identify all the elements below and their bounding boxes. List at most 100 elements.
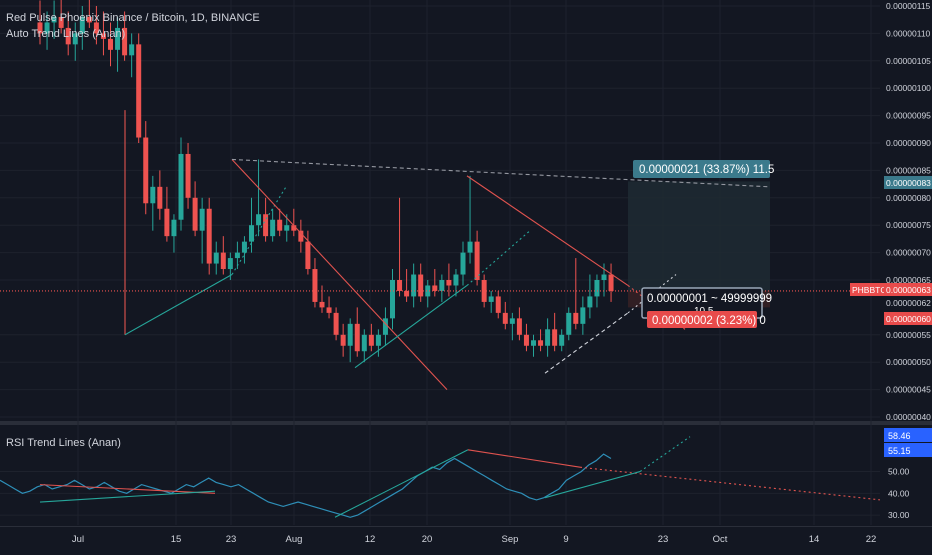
price-tick-label: 0.00000115 bbox=[886, 1, 931, 11]
candle-body bbox=[227, 258, 233, 270]
candle-body bbox=[256, 214, 262, 226]
symbol-title[interactable]: Red Pulse Phoenix Binance / Bitcoin, 1D,… bbox=[6, 12, 260, 24]
candle-body bbox=[312, 269, 318, 302]
candle bbox=[199, 197, 205, 264]
candle bbox=[488, 290, 494, 313]
candle-body bbox=[122, 27, 128, 56]
candle-body bbox=[241, 241, 247, 253]
candle-body bbox=[382, 318, 388, 335]
candle bbox=[157, 170, 163, 220]
rsi-value-label-1: 58.46 bbox=[888, 431, 911, 441]
candle-body bbox=[277, 219, 283, 231]
price-tick-label: 0.00000090 bbox=[886, 138, 931, 148]
candle bbox=[453, 269, 459, 297]
candle-body bbox=[178, 153, 184, 220]
candle bbox=[305, 230, 311, 275]
candle-body bbox=[587, 296, 593, 308]
time-tick-label: 20 bbox=[422, 534, 433, 545]
candle bbox=[291, 208, 297, 237]
candle bbox=[531, 334, 536, 357]
candle bbox=[382, 307, 388, 346]
candle bbox=[206, 197, 212, 275]
candle bbox=[44, 11, 50, 50]
price-tick-label: 0.00000095 bbox=[886, 111, 931, 121]
candle-body bbox=[439, 280, 445, 291]
trendline-major-resistance bbox=[231, 158, 771, 188]
candle bbox=[51, 0, 57, 39]
candle bbox=[192, 181, 198, 237]
candle bbox=[263, 197, 269, 242]
candle-body bbox=[488, 296, 494, 302]
target-label-bg[interactable] bbox=[633, 160, 770, 178]
candle-body bbox=[467, 241, 473, 253]
candle bbox=[37, 0, 43, 45]
time-tick-label: 23 bbox=[658, 534, 669, 545]
rsi-trendline-5 bbox=[544, 471, 641, 499]
price-tick-label: 0.00000040 bbox=[886, 412, 931, 422]
candle-body bbox=[220, 252, 226, 270]
candle bbox=[256, 159, 262, 237]
candle-body bbox=[93, 22, 99, 34]
price-tick-label: 0.00000080 bbox=[886, 193, 931, 203]
candle-body bbox=[446, 280, 452, 286]
rsi-value-label-2: 55.15 bbox=[888, 446, 911, 456]
candle-body bbox=[594, 280, 600, 297]
trendline-resistance-2 bbox=[466, 175, 629, 286]
time-tick-label: Sep bbox=[502, 534, 519, 545]
candle-body bbox=[425, 285, 431, 297]
trendline-resistance-1 bbox=[231, 159, 448, 390]
time-tick-label: 14 bbox=[809, 534, 820, 545]
time-tick-label: Aug bbox=[286, 534, 303, 545]
rsi-indicator-label[interactable]: RSI Trend Lines (Anan) bbox=[6, 437, 121, 449]
candle-body bbox=[559, 334, 565, 346]
rsi-tick-label: 30.00 bbox=[888, 510, 910, 520]
candle bbox=[446, 263, 452, 297]
candle bbox=[481, 274, 487, 308]
candle-body bbox=[136, 44, 142, 138]
candle-body bbox=[601, 274, 607, 280]
time-tick-label: 23 bbox=[226, 534, 237, 545]
candle-body bbox=[531, 340, 536, 346]
rsi-tick-label: 40.00 bbox=[888, 488, 910, 498]
candle bbox=[93, 6, 99, 45]
candle bbox=[164, 186, 170, 242]
stop-label: 0.00000002 (3.23%) 0 bbox=[652, 315, 766, 327]
stop-label-bg[interactable] bbox=[647, 311, 757, 328]
candle-body bbox=[580, 307, 586, 324]
candle bbox=[509, 312, 515, 341]
candle-body bbox=[495, 296, 501, 313]
candle bbox=[326, 296, 332, 319]
candle-body bbox=[397, 280, 403, 291]
price-tick-label: 0.00000110 bbox=[886, 28, 931, 38]
trend-lines-front bbox=[0, 110, 880, 390]
candle-body bbox=[347, 323, 353, 346]
candle-body bbox=[72, 33, 78, 45]
rsi-series[interactable] bbox=[0, 436, 881, 518]
candle bbox=[220, 236, 226, 275]
ticker-tag bbox=[850, 283, 884, 296]
price-tick-label: 0.00000100 bbox=[886, 83, 931, 93]
candle-body bbox=[143, 137, 149, 204]
trendline-support-3 bbox=[544, 312, 629, 374]
time-tick-label: Oct bbox=[713, 534, 728, 545]
candle-body bbox=[319, 301, 325, 308]
candle-body bbox=[263, 214, 269, 237]
candle-body bbox=[432, 285, 438, 291]
candle bbox=[270, 208, 276, 242]
candle-body bbox=[100, 33, 106, 39]
last-price-tag bbox=[884, 283, 932, 296]
rsi-value-tag-1 bbox=[884, 428, 932, 442]
price-tick-label: 0.00000065 bbox=[886, 275, 931, 285]
indicator-label[interactable]: Auto Trend Lines (Anan) bbox=[6, 28, 125, 40]
candle bbox=[65, 11, 71, 56]
candle-series[interactable] bbox=[37, 0, 614, 363]
candle-body bbox=[340, 334, 346, 346]
trendline-support-2-ext bbox=[466, 230, 531, 286]
candle-body bbox=[566, 312, 572, 335]
candle-body bbox=[453, 274, 459, 286]
mid-price-label: 0.00000062 bbox=[886, 298, 931, 308]
candle-body bbox=[552, 329, 558, 346]
candle-body bbox=[79, 16, 85, 34]
candle-body bbox=[157, 186, 163, 209]
